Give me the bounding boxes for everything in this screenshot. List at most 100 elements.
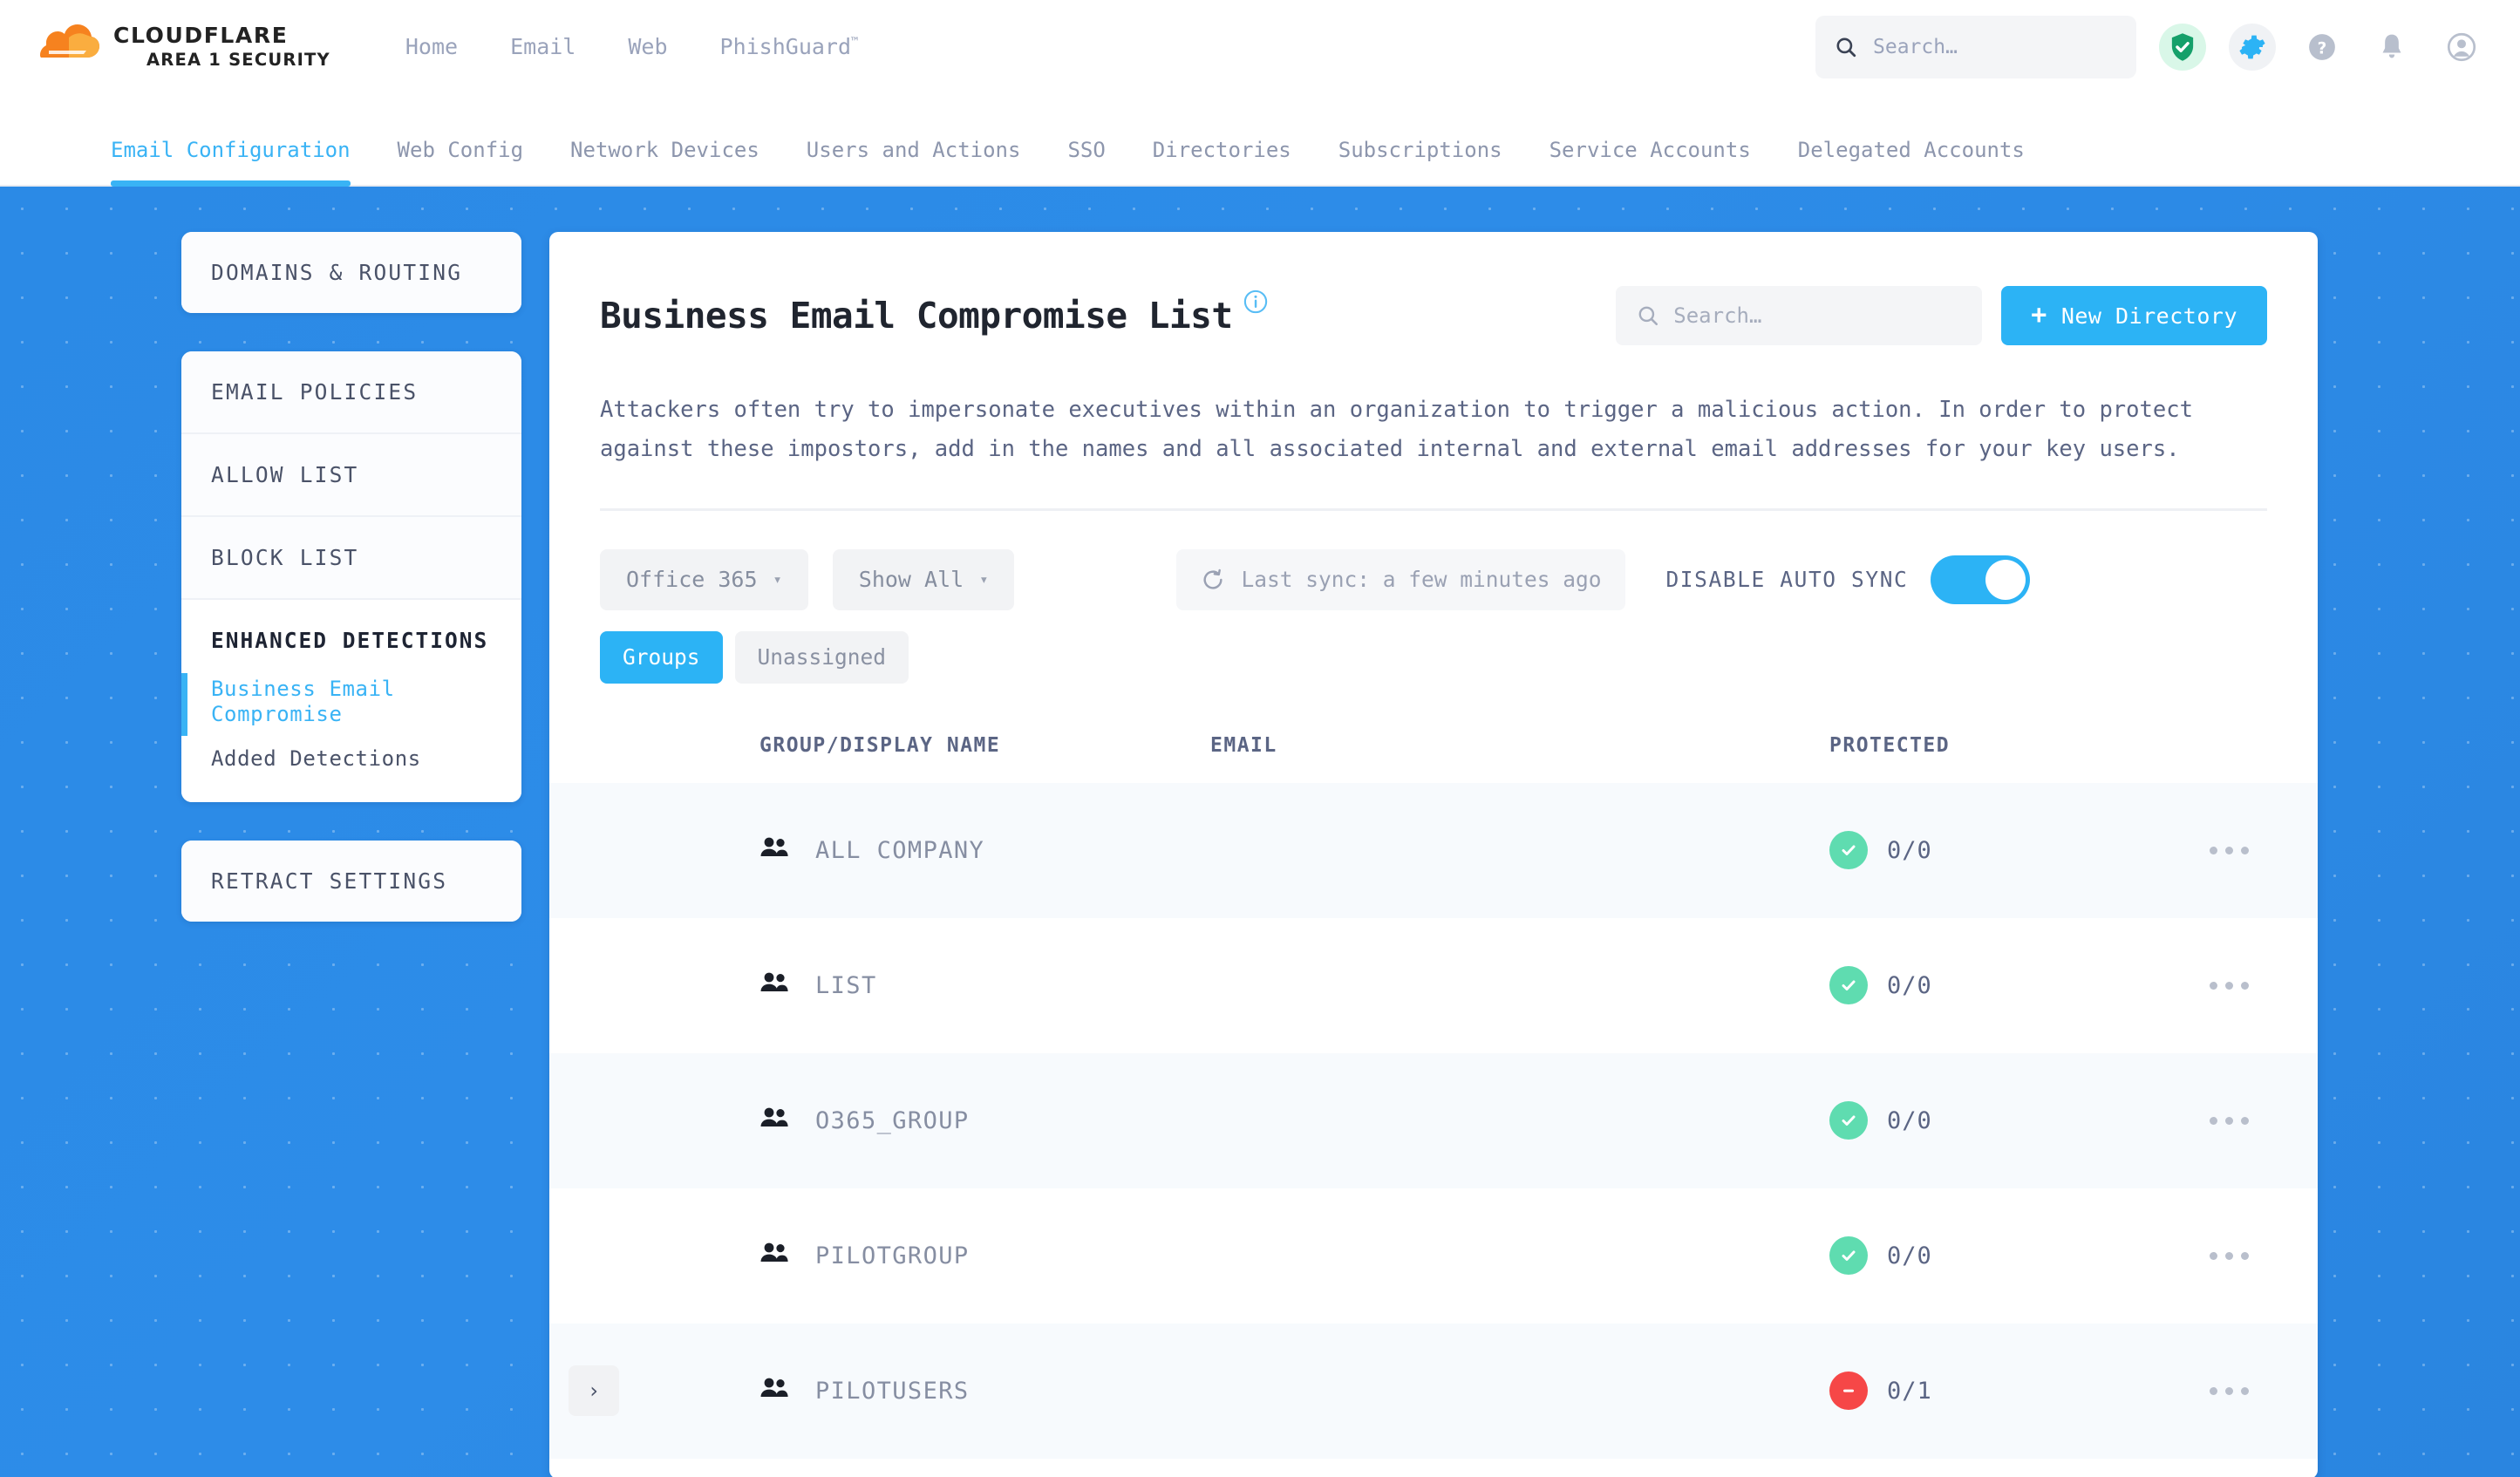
sidebar-item-allow-list[interactable]: ALLOW LIST — [181, 432, 521, 515]
global-search-input[interactable]: Search… — [1815, 15, 2136, 78]
tab-label: Web Config — [397, 138, 524, 162]
global-search-placeholder: Search… — [1873, 35, 1958, 58]
provider-select[interactable]: Office 365 ▾ — [600, 548, 808, 610]
cell-actions — [2117, 1386, 2267, 1395]
cell-actions — [2117, 846, 2267, 854]
status-badge-check-icon — [1829, 966, 1868, 1005]
sidebar-item-label: RETRACT SETTINGS — [211, 868, 448, 894]
tab-unassigned[interactable]: Unassigned — [734, 630, 909, 684]
group-name-label: O365_GROUP — [815, 1106, 970, 1134]
sidebar-item-label: ALLOW LIST — [211, 462, 359, 487]
row-menu-icon[interactable] — [2210, 1116, 2249, 1125]
sidebar-section-enhanced-detections: ENHANCED DETECTIONS — [181, 598, 521, 670]
tab-groups[interactable]: Groups — [600, 630, 723, 684]
tab-label: Delegated Accounts — [1797, 138, 2025, 162]
table-row[interactable]: PILOTGROUP 0/0 — [549, 1188, 2318, 1324]
page-title: Business Email Compromise List — [600, 295, 1233, 337]
tab-label: Users and Actions — [806, 138, 1021, 162]
sidebar-item-block-list[interactable]: BLOCK LIST — [181, 515, 521, 598]
sidebar-item-email-policies[interactable]: EMAIL POLICIES — [181, 351, 521, 432]
tab-email-configuration[interactable]: Email Configuration — [87, 138, 374, 187]
brand-logo-block[interactable]: CLOUDFLARE AREA 1 SECURITY — [38, 23, 330, 71]
nav-label: Email — [510, 34, 576, 59]
nav-item-home[interactable]: Home — [379, 34, 484, 59]
status-badge-check-icon — [1829, 1101, 1868, 1140]
protected-count: 0/0 — [1887, 971, 1932, 999]
gear-icon[interactable] — [2229, 23, 2276, 71]
sidebar-card-retract: RETRACT SETTINGS — [181, 840, 521, 922]
cell-group-name: LIST — [600, 971, 1210, 1000]
row-menu-icon[interactable] — [2210, 1386, 2249, 1395]
tab-subscriptions[interactable]: Subscriptions — [1315, 138, 1526, 185]
last-sync-status: Last sync: a few minutes ago — [1176, 548, 1626, 610]
show-filter-value: Show All — [858, 567, 964, 593]
sidebar-card-policies: EMAIL POLICIES ALLOW LIST BLOCK LIST ENH… — [181, 351, 521, 802]
tab-network-devices[interactable]: Network Devices — [547, 138, 783, 185]
page-body: DOMAINS & ROUTING EMAIL POLICIES ALLOW L… — [0, 187, 2520, 1477]
sidebar-item-added-detections[interactable]: Added Detections — [181, 739, 521, 802]
table-row[interactable]: › PILOTUSERS 0/1 — [549, 1323, 2318, 1459]
sidebar-item-domains-routing[interactable]: DOMAINS & ROUTING — [181, 232, 521, 313]
column-header-group-display-name: GROUP/DISPLAY NAME — [759, 733, 1001, 757]
bell-icon[interactable] — [2368, 24, 2415, 71]
groups-table: GROUP/DISPLAY NAME EMAIL PROTECTED ALL C… — [549, 734, 2318, 1459]
sidebar-item-label: DOMAINS & ROUTING — [211, 260, 463, 285]
tab-service-accounts[interactable]: Service Accounts — [1526, 138, 1774, 185]
show-filter-select[interactable]: Show All ▾ — [832, 548, 1015, 610]
table-row[interactable]: O365_GROUP 0/0 — [549, 1052, 2318, 1188]
provider-select-value: Office 365 — [626, 567, 758, 593]
shield-check-icon[interactable] — [2159, 23, 2206, 71]
group-icon — [759, 971, 789, 1000]
cell-protected: 0/0 — [1829, 966, 2117, 1005]
expand-row-chevron-right-icon[interactable]: › — [569, 1365, 619, 1417]
row-menu-icon[interactable] — [2210, 846, 2249, 854]
nav-item-email[interactable]: Email — [484, 34, 602, 59]
sidebar-item-business-email-compromise[interactable]: Business Email Compromise — [181, 669, 521, 740]
cell-actions — [2117, 1116, 2267, 1125]
chevron-down-icon: ▾ — [979, 570, 989, 589]
search-icon — [1836, 37, 1856, 57]
trademark-mark: ™ — [851, 35, 859, 50]
card-header: Business Email Compromise List S — [600, 232, 2267, 345]
tab-users-and-actions[interactable]: Users and Actions — [783, 138, 1045, 185]
nav-label: Home — [405, 34, 459, 59]
list-search-placeholder: Search… — [1673, 303, 1762, 328]
tab-directories[interactable]: Directories — [1129, 138, 1315, 185]
group-icon — [759, 1106, 789, 1135]
tab-sso[interactable]: SSO — [1044, 138, 1128, 185]
main-content-card: Business Email Compromise List S — [549, 232, 2318, 1477]
group-icon — [759, 1377, 789, 1406]
cell-group-name: PILOTUSERS — [600, 1377, 1210, 1406]
new-directory-button[interactable]: + New Directory — [2001, 286, 2267, 345]
tab-label: Network Devices — [570, 138, 759, 162]
table-row[interactable]: LIST 0/0 — [549, 918, 2318, 1053]
sidebar-item-label: Added Detections — [211, 746, 421, 772]
sidebar-item-retract-settings[interactable]: RETRACT SETTINGS — [181, 840, 521, 922]
tab-delegated-accounts[interactable]: Delegated Accounts — [1774, 138, 2048, 185]
nav-item-web[interactable]: Web — [602, 34, 693, 59]
brand-name: CLOUDFLARE — [113, 23, 289, 49]
list-tabs: Groups Unassigned — [600, 630, 2267, 684]
group-name-label: PILOTUSERS — [815, 1377, 970, 1405]
help-icon[interactable]: ? — [2299, 24, 2346, 71]
status-badge-check-icon — [1829, 831, 1868, 870]
search-icon — [1638, 306, 1658, 326]
filter-bar: Office 365 ▾ Show All ▾ Last sync: a few… — [600, 548, 2267, 610]
cell-protected: 0/0 — [1829, 831, 2117, 870]
tab-label: Unassigned — [757, 644, 887, 670]
row-menu-icon[interactable] — [2210, 981, 2249, 990]
tab-label: Service Accounts — [1549, 138, 1751, 162]
nav-item-phishguard[interactable]: PhishGuard™ — [694, 34, 885, 59]
row-menu-icon[interactable] — [2210, 1251, 2249, 1260]
auto-sync-toggle[interactable] — [1931, 555, 2031, 604]
tab-label: Groups — [623, 644, 700, 670]
account-icon[interactable] — [2438, 24, 2485, 71]
tab-web-config[interactable]: Web Config — [374, 138, 548, 185]
table-row[interactable]: ALL COMPANY 0/0 — [549, 782, 2318, 918]
auto-sync-label: DISABLE AUTO SYNC — [1665, 567, 1909, 593]
chevron-down-icon: ▾ — [773, 570, 782, 589]
table-header-row: GROUP/DISPLAY NAME EMAIL PROTECTED — [549, 734, 2318, 783]
info-icon[interactable] — [1243, 289, 1268, 317]
top-bar-actions: Search… ? — [1815, 15, 2485, 78]
list-search-input[interactable]: Search… — [1616, 286, 1983, 345]
